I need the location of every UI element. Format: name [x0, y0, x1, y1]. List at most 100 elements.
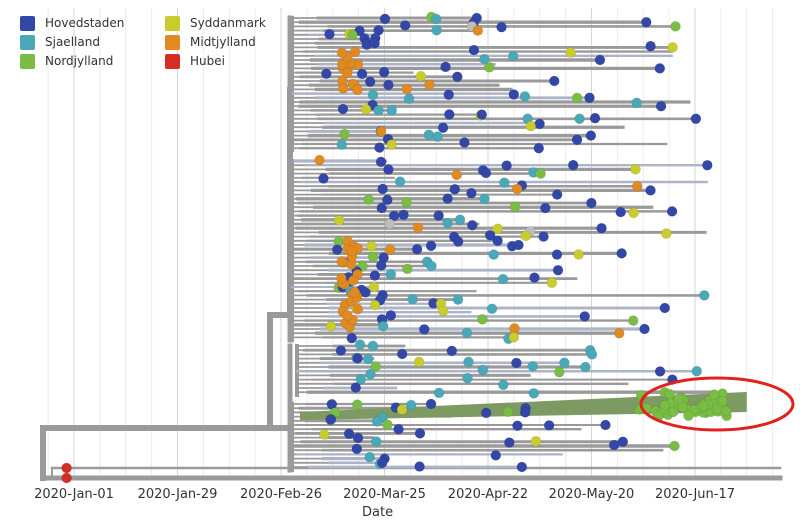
tip-marker	[402, 263, 413, 275]
legend-swatch	[20, 34, 35, 50]
tip-marker	[574, 113, 585, 125]
tip-marker	[446, 345, 458, 357]
tip-marker	[423, 129, 435, 141]
tip-marker	[472, 25, 484, 36]
tip-marker	[702, 159, 713, 171]
tip-marker	[369, 299, 381, 311]
tip-marker	[367, 89, 379, 101]
legend-label: Sjaelland	[45, 35, 100, 49]
tip-marker	[479, 53, 490, 65]
tip-marker	[477, 364, 489, 376]
tip-marker	[452, 294, 464, 305]
tip-marker	[442, 193, 453, 204]
tip-marker	[529, 272, 540, 283]
tip-marker	[341, 310, 353, 321]
tip-marker	[379, 13, 391, 25]
tip-marker	[628, 207, 639, 219]
legend-item-hubei: Hubei	[165, 52, 225, 70]
tip-marker	[655, 100, 667, 112]
tip-marker	[449, 183, 461, 195]
tip-marker	[425, 398, 437, 410]
tip-marker	[683, 410, 694, 421]
legend-swatch	[165, 53, 180, 69]
tip-marker	[384, 218, 396, 230]
tip-marker	[527, 360, 539, 372]
tip-marker	[314, 154, 325, 166]
legend-label: Hovedstaden	[45, 16, 125, 30]
tip-marker	[352, 432, 364, 444]
tip-marker	[398, 209, 409, 221]
tip-marker	[374, 142, 385, 153]
tip-marker	[616, 248, 627, 259]
tip-marker	[585, 130, 597, 141]
tip-marker	[613, 327, 625, 339]
tip-marker	[386, 139, 397, 150]
tip-marker	[567, 159, 579, 171]
tip-marker	[667, 42, 678, 53]
legend-item-nordjylland: Nordjylland	[20, 52, 113, 70]
tip-marker	[426, 260, 437, 272]
tip-marker	[337, 103, 349, 115]
tip-marker	[511, 183, 523, 195]
legend-swatch	[20, 53, 35, 69]
tip-marker	[444, 109, 455, 120]
tip-marker	[336, 58, 348, 70]
tip-marker	[347, 29, 358, 41]
tip-marker	[586, 349, 598, 360]
legend-item-sjaelland: Sjaelland	[20, 33, 100, 51]
legend-item-hovedstaden: Hovedstaden	[20, 14, 124, 32]
tip-marker	[370, 361, 382, 372]
tip-marker	[509, 323, 520, 334]
tip-marker	[504, 437, 515, 448]
tip-marker	[431, 24, 442, 36]
tip-marker	[467, 219, 478, 231]
tip-marker	[385, 269, 397, 280]
tip-marker	[346, 245, 358, 257]
tip-marker	[350, 382, 362, 393]
legend-label: Nordjylland	[45, 54, 114, 68]
highlight-ellipse	[639, 376, 795, 432]
tip-marker	[318, 429, 330, 440]
tip-marker	[631, 97, 642, 109]
tip-marker	[477, 314, 488, 325]
legend-item-syddanmark: Syddanmark	[165, 14, 266, 32]
tip-marker	[480, 167, 492, 179]
tip-marker	[376, 202, 388, 214]
tip-marker	[376, 457, 388, 469]
tip-marker	[437, 305, 449, 317]
tip-marker	[369, 37, 380, 49]
tip-marker	[352, 304, 364, 315]
tip-marker	[717, 395, 728, 407]
tip-marker	[530, 435, 542, 447]
tip-marker	[654, 366, 666, 377]
tip-marker	[383, 164, 394, 175]
tip-marker	[325, 414, 336, 425]
legend-label: Hubei	[190, 54, 225, 68]
tip-marker	[377, 183, 388, 195]
tip-marker	[492, 223, 504, 235]
tip-marker	[61, 462, 72, 474]
tip-marker	[442, 217, 453, 229]
tip-marker	[396, 348, 408, 360]
tip-marker	[364, 451, 376, 463]
x-axis-ticks: 2020-Jan-01 2020-Jan-29 2020-Feb-26 2020…	[34, 487, 735, 502]
tip-marker	[368, 281, 380, 293]
tip-marker	[407, 293, 418, 305]
tip-marker	[468, 44, 480, 56]
tip-marker	[452, 71, 463, 83]
tip-marker	[615, 206, 626, 218]
tip-marker	[497, 273, 509, 285]
tip-marker	[645, 40, 656, 52]
tip-marker	[538, 231, 549, 242]
tip-marker	[466, 187, 477, 199]
tip-marker	[690, 113, 702, 125]
tip-marker	[565, 47, 576, 58]
tip-marker	[594, 54, 606, 66]
tip-marker	[528, 388, 540, 399]
tip-marker	[673, 393, 684, 405]
tip-marker	[659, 302, 671, 314]
tip-marker	[451, 169, 462, 181]
tip-marker	[533, 142, 545, 154]
tip-marker	[496, 21, 507, 33]
tip-marker	[414, 428, 426, 439]
